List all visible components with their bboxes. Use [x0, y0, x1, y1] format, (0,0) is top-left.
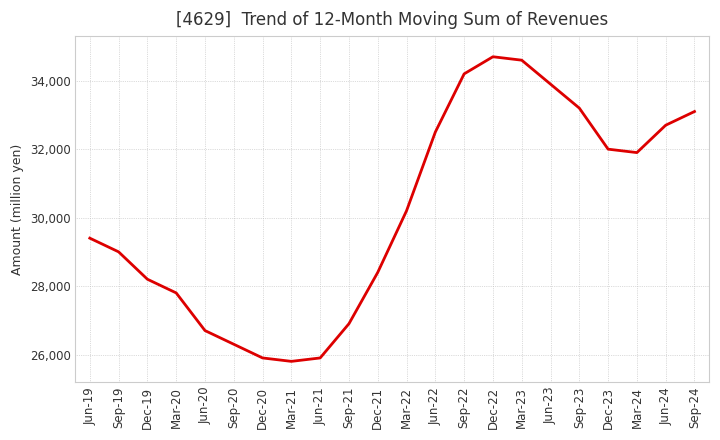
Y-axis label: Amount (million yen): Amount (million yen)	[11, 143, 24, 275]
Title: [4629]  Trend of 12-Month Moving Sum of Revenues: [4629] Trend of 12-Month Moving Sum of R…	[176, 11, 608, 29]
